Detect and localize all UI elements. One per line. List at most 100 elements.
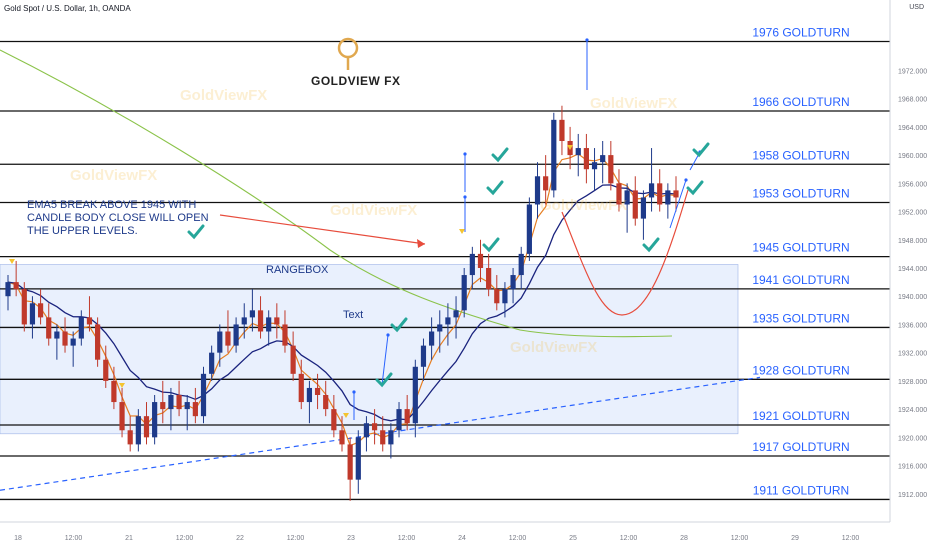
x-tick-label: 12:00 (509, 535, 527, 542)
candle-body (600, 155, 606, 163)
candle-body (461, 275, 467, 311)
x-tick-label: 12:00 (398, 535, 416, 542)
candle-body (494, 289, 500, 304)
x-tick-label: 21 (125, 535, 133, 542)
y-tick-label: 1960.000 (898, 153, 927, 160)
candle-body (119, 402, 125, 431)
y-tick-label: 1940.000 (898, 294, 927, 301)
annotation-note-line: THE UPPER LEVELS. (27, 225, 138, 237)
candle-body (453, 310, 459, 318)
currency-label: USD (909, 4, 924, 11)
candle-body (543, 176, 549, 191)
candle-body (347, 444, 353, 480)
candle-body (176, 395, 182, 410)
watermark-text: GoldViewFX (70, 167, 157, 184)
level-label: 1911 GOLDTURN (753, 483, 849, 497)
candle-body (534, 176, 541, 205)
candle-body (86, 317, 93, 325)
level-label: 1921 GOLDTURN (752, 409, 849, 423)
candle-body (233, 324, 239, 346)
level-label: 1928 GOLDTURN (752, 363, 849, 377)
candle-body (21, 289, 27, 325)
candle-body (420, 345, 427, 367)
text-label: Text (343, 309, 363, 321)
y-tick-label: 1944.000 (898, 266, 927, 273)
level-label: 1941 GOLDTURN (752, 273, 849, 287)
candle-body (46, 317, 52, 339)
candle-body (143, 416, 150, 438)
candle-body (355, 437, 361, 480)
ema-slow-line (7, 184, 677, 422)
candle-body (160, 402, 166, 410)
candle-body (559, 119, 565, 141)
candle-body (29, 303, 36, 325)
candle-body (339, 430, 345, 445)
check-icon (642, 237, 660, 253)
candle-body (551, 119, 557, 191)
candle-body (217, 331, 223, 353)
check-icon (491, 147, 509, 163)
candle-body (429, 331, 435, 346)
y-tick-label: 1916.000 (898, 464, 927, 471)
triangle-marker-icon (9, 259, 15, 264)
candle-body (575, 148, 581, 156)
x-tick-label: 25 (569, 535, 577, 542)
level-label: 1966 GOLDTURN (752, 95, 849, 109)
check-icon (486, 180, 504, 196)
level-label: 1917 GOLDTURN (752, 440, 849, 454)
red-arrow-head (417, 239, 425, 248)
candle-body (54, 331, 60, 339)
level-label: 1945 GOLDTURN (752, 241, 849, 255)
red-arrow-line (219, 214, 426, 245)
ma-long-line (0, 49, 673, 338)
candle-body (209, 352, 215, 374)
candle-body (241, 317, 247, 325)
y-tick-label: 1920.000 (898, 435, 927, 442)
annotation-note-line: CANDLE BODY CLOSE WILL OPEN (27, 212, 209, 224)
x-tick-label: 29 (791, 535, 799, 542)
candle-body (608, 155, 614, 184)
y-tick-label: 1936.000 (898, 322, 927, 329)
candle-body (657, 183, 663, 205)
triangle-marker-icon (343, 413, 349, 418)
candle-body (388, 430, 394, 445)
candle-body (396, 409, 402, 431)
candle-body (103, 359, 109, 381)
candle-body (257, 310, 264, 332)
rangebox-label: RANGEBOX (266, 264, 329, 276)
candle-body (290, 345, 296, 374)
candle-body (518, 253, 524, 276)
x-tick-label: 12:00 (65, 535, 83, 542)
check-icon (375, 372, 393, 388)
check-icon (686, 180, 704, 196)
candle-body (314, 387, 321, 395)
candle-body (331, 409, 337, 431)
candle-body (192, 402, 198, 417)
candle-body (274, 317, 280, 325)
watermark-text: GoldViewFX (590, 95, 677, 112)
candle-body (665, 190, 671, 205)
level-label: 1976 GOLDTURN (752, 26, 849, 40)
x-tick-label: 24 (458, 535, 466, 542)
price-axis-panel (890, 0, 932, 550)
candle-body (5, 282, 11, 297)
candle-body (371, 423, 378, 431)
watermark-text: GoldViewFX (330, 202, 417, 219)
candle-body (78, 317, 84, 339)
candle-body (469, 253, 475, 276)
x-tick-label: 12:00 (842, 535, 860, 542)
x-tick-label: 22 (236, 535, 244, 542)
candle-body (111, 380, 117, 403)
candle-body (282, 324, 288, 346)
symbol-header: Gold Spot / U.S. Dollar, 1h, OANDA (4, 4, 131, 13)
candle-body (477, 253, 484, 268)
check-icon (187, 224, 205, 240)
red-curve (561, 189, 689, 316)
y-tick-label: 1952.000 (898, 210, 927, 217)
candle-body (632, 190, 638, 219)
blue-arrow-head (463, 195, 467, 199)
blue-arrow-head (352, 390, 356, 394)
check-icon (692, 142, 710, 158)
y-tick-label: 1956.000 (898, 181, 927, 188)
